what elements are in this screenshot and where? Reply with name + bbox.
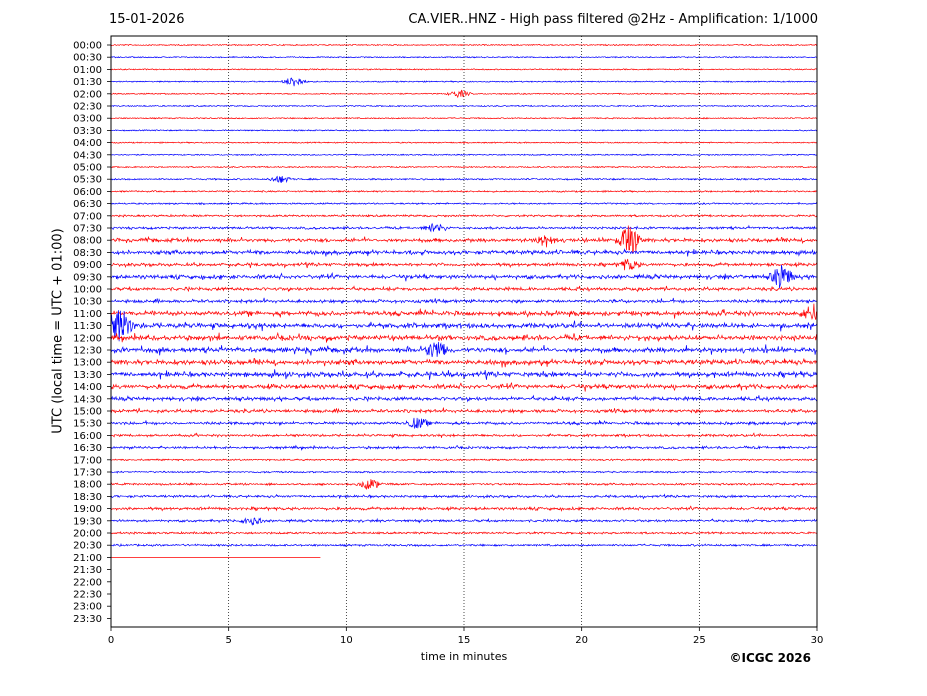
y-tick-label: 06:00 — [73, 187, 102, 198]
x-axis-label: time in minutes — [420, 650, 508, 663]
x-tick-group: 0 5 10 15 20 25 30 — [108, 627, 824, 646]
y-tick-label: 05:30 — [73, 175, 102, 186]
trace-0000 — [110, 43, 818, 47]
y-tick-label: 09:00 — [73, 260, 102, 271]
plot-frame — [110, 35, 818, 628]
copyright-label: ©ICGC 2026 — [729, 651, 811, 665]
trace-1130 — [110, 310, 818, 342]
x-tick-label: 5 — [225, 635, 231, 646]
y-tick-label: 05:00 — [73, 163, 102, 174]
y-tick-label: 14:00 — [73, 382, 102, 393]
x-tick-label: 20 — [575, 635, 588, 646]
y-tick-label: 10:00 — [73, 285, 102, 296]
y-tick-label: 21:00 — [73, 553, 102, 564]
x-tick-label: 25 — [693, 635, 706, 646]
date-label: 15-01-2026 — [109, 12, 185, 27]
y-tick-label: 18:30 — [73, 492, 102, 503]
y-tick-label: 16:30 — [73, 443, 102, 454]
y-tick-label: 00:30 — [73, 53, 102, 64]
y-tick-label: 11:00 — [73, 309, 102, 320]
y-tick-label: 13:00 — [73, 358, 102, 369]
trace-0400 — [110, 141, 818, 144]
trace-2030 — [110, 542, 818, 548]
y-tick-label: 04:00 — [73, 138, 102, 149]
trace-0600 — [111, 189, 818, 194]
y-tick-label: 22:30 — [73, 590, 102, 601]
x-tick-label: 30 — [811, 635, 824, 646]
trace-0730 — [111, 222, 818, 233]
y-tick-label: 02:00 — [73, 89, 102, 100]
y-tick-label: 20:30 — [73, 541, 102, 552]
y-tick-label: 11:30 — [73, 321, 102, 332]
y-tick-label: 09:30 — [73, 272, 102, 283]
y-axis-label: UTC (local time = UTC + 01:00) — [50, 228, 66, 434]
y-tick-label: 06:30 — [73, 199, 102, 210]
x-tick-label: 10 — [340, 635, 353, 646]
y-tick-label: 01:30 — [73, 77, 102, 88]
y-tick-label: 07:00 — [73, 211, 102, 222]
y-tick-label: 21:30 — [73, 565, 102, 576]
trace-1900 — [110, 505, 818, 512]
grid-lines — [228, 36, 700, 627]
y-tick-label: 23:30 — [73, 614, 102, 625]
y-tick-label: 17:00 — [73, 455, 102, 466]
trace-1930 — [110, 517, 818, 526]
y-tick-label: 03:00 — [73, 114, 102, 125]
y-tick-label: 19:30 — [73, 516, 102, 527]
y-tick-label: 15:00 — [73, 407, 102, 418]
trace-0800 — [110, 225, 818, 253]
y-tick-label: 10:30 — [73, 297, 102, 308]
y-tick-label: 22:00 — [73, 577, 102, 588]
x-tick-label: 0 — [108, 635, 114, 646]
y-tick-label: 01:00 — [73, 65, 102, 76]
trace-0500 — [110, 165, 818, 169]
trace-0530 — [110, 175, 817, 184]
y-tick-label: 20:00 — [73, 529, 102, 540]
trace-0430 — [110, 153, 818, 157]
trace-1200 — [110, 331, 818, 343]
y-tick-label: 16:00 — [73, 431, 102, 442]
y-tick-label: 04:30 — [73, 150, 102, 161]
y-tick-label: 07:30 — [73, 224, 102, 235]
y-tick-label: 08:00 — [73, 236, 102, 247]
trace-2000 — [110, 530, 818, 535]
trace-1300 — [110, 357, 818, 368]
y-tick-label: 19:00 — [73, 504, 102, 515]
y-tick-label: 23:00 — [73, 602, 102, 613]
y-tick-label: 18:00 — [73, 480, 102, 491]
y-tick-label: 12:30 — [73, 346, 102, 357]
y-tick-label: 12:00 — [73, 333, 102, 344]
y-tick-label: 08:30 — [73, 248, 102, 259]
y-tick-label: 14:30 — [73, 394, 102, 405]
y-tick-label: 03:30 — [73, 126, 102, 137]
y-tick-label: 15:30 — [73, 419, 102, 430]
y-tick-label: 13:30 — [73, 370, 102, 381]
y-tick-label: 00:00 — [73, 41, 102, 52]
trace-0330 — [111, 129, 818, 132]
y-tick-label: 17:30 — [73, 468, 102, 479]
y-tick-label: 02:30 — [73, 102, 102, 113]
chart-title: CA.VIER..HNZ - High pass filtered @2Hz -… — [408, 12, 818, 27]
x-tick-label: 15 — [458, 635, 471, 646]
